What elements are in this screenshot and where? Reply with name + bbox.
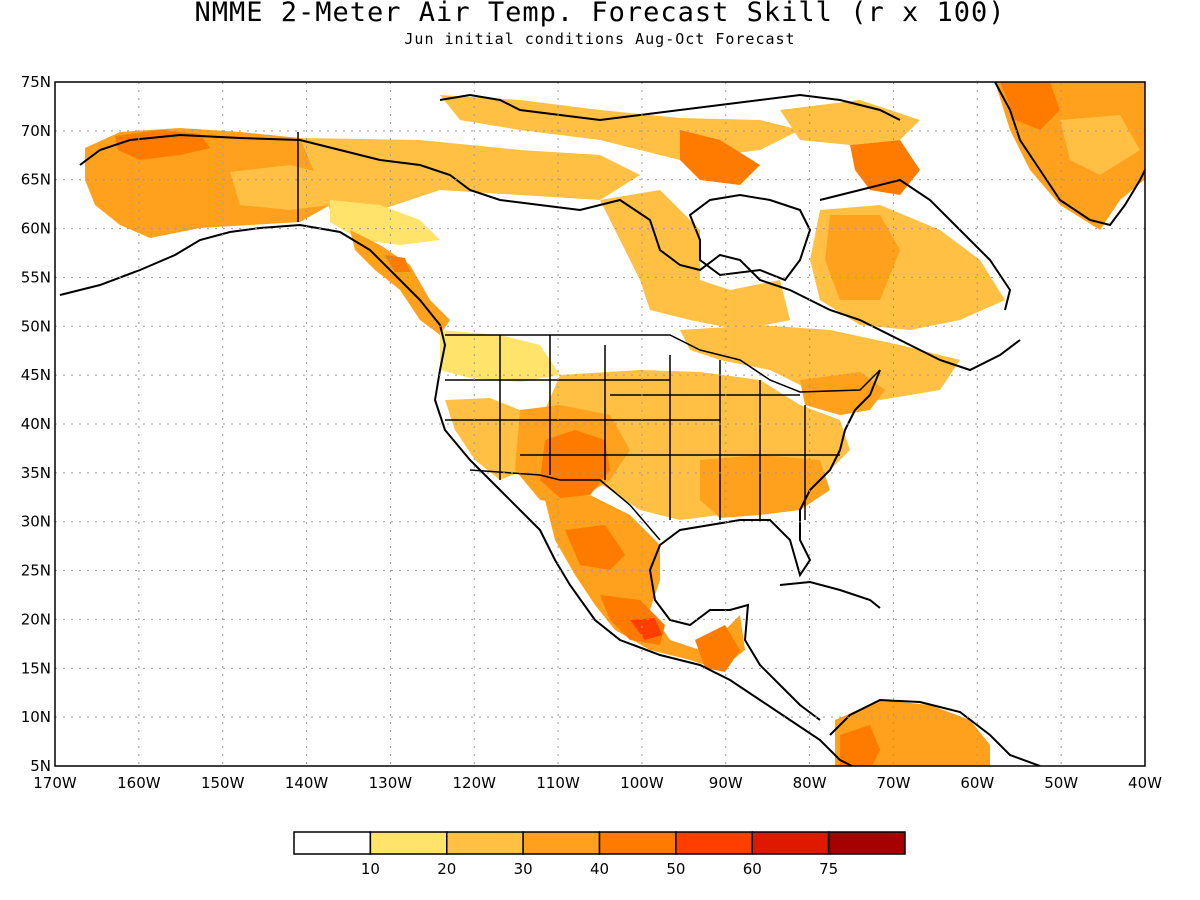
coastlines <box>59 82 1145 766</box>
legend-label: 40 <box>590 860 609 878</box>
latitude-labels: 75N 70N 65N 60N 55N 50N 45N 40N 35N 30N 25N 20N 15N 1… <box>21 73 51 775</box>
plot-frame <box>54 81 1146 767</box>
shade-alaska-north <box>115 130 210 160</box>
lon-label: 90W <box>709 774 743 792</box>
legend-label: 60 <box>743 860 762 878</box>
legend-label: 10 <box>361 860 380 878</box>
lat-label: 55N <box>21 268 51 286</box>
lon-label: 170W <box>33 774 77 792</box>
lon-label: 130W <box>369 774 413 792</box>
lon-label: 150W <box>201 774 245 792</box>
coast-baffin <box>819 178 1012 311</box>
shade-ontario <box>680 325 960 400</box>
skill-shading <box>85 82 1145 766</box>
lat-label: 15N <box>21 659 51 677</box>
lon-label: 50W <box>1044 774 1078 792</box>
lat-label: 60N <box>21 220 51 238</box>
border-states-2 <box>445 379 840 456</box>
legend-label: 20 <box>437 860 456 878</box>
coast-east-us <box>648 369 881 721</box>
legend-label: 75 <box>819 860 838 878</box>
coast-south-america <box>829 698 1041 766</box>
coast-cuba <box>779 580 881 609</box>
shade-mexico-red <box>630 618 662 640</box>
lat-label: 65N <box>21 171 51 189</box>
lat-label: 35N <box>21 464 51 482</box>
lon-label: 70W <box>877 774 911 792</box>
shade-quebec-mid <box>825 215 900 300</box>
shade-new-mexico <box>540 430 610 498</box>
lon-label: 110W <box>536 774 580 792</box>
legend-swatch <box>598 831 677 855</box>
shade-greenland-east <box>1000 82 1060 130</box>
lat-label: 5N <box>30 757 51 775</box>
map-subtitle: Jun initial conditions Aug-Oct Forecast <box>404 30 796 48</box>
map-title: NMME 2-Meter Air Temp. Forecast Skill (r… <box>194 0 1006 28</box>
border-us-mexico <box>469 469 661 541</box>
lon-label: 40W <box>1128 774 1162 792</box>
shade-central-america <box>695 625 740 672</box>
longitude-labels: 170W 160W 150W 140W 130W 120W 110W 100W 90W 80W 70… <box>33 774 1162 792</box>
shade-canada-north <box>300 138 640 210</box>
graticule <box>55 82 1145 766</box>
legend-swatch <box>675 831 753 855</box>
lon-label: 140W <box>285 774 329 792</box>
coast-arctic-islands <box>439 93 901 122</box>
shade-hudson-west <box>600 190 790 330</box>
color-legend: 10 20 30 40 50 60 75 <box>293 831 906 878</box>
lon-label: 100W <box>620 774 664 792</box>
lon-label: 120W <box>452 774 496 792</box>
shade-greenland-light <box>1060 115 1140 175</box>
lat-label: 20N <box>21 610 51 628</box>
lat-label: 30N <box>21 513 51 531</box>
shade-arctic-east <box>680 130 760 185</box>
border-us-canada <box>445 334 881 393</box>
lat-label: 25N <box>21 562 51 580</box>
legend-swatch <box>522 831 601 855</box>
coast-alaska <box>59 223 855 766</box>
lon-label: 60W <box>960 774 994 792</box>
coast-alaska-north <box>79 133 1021 372</box>
shade-alaska-light <box>230 165 330 210</box>
coast-hudson-bay <box>688 193 812 282</box>
legend-label: 50 <box>666 860 685 878</box>
shade-mexico-hot <box>565 525 625 570</box>
lat-label: 40N <box>21 415 51 433</box>
political-borders <box>297 132 881 541</box>
border-states-1 <box>499 335 806 520</box>
coast-greenland <box>994 82 1145 227</box>
lat-label: 45N <box>21 366 51 384</box>
shade-bc-hot <box>385 255 410 272</box>
lat-label: 70N <box>21 122 51 140</box>
legend-swatch <box>293 831 372 855</box>
shade-northeast-us <box>800 372 885 415</box>
lat-label: 10N <box>21 708 51 726</box>
lat-label: 75N <box>21 73 51 91</box>
shade-southeast-us <box>700 455 830 518</box>
lon-label: 80W <box>793 774 827 792</box>
lat-label: 50N <box>21 317 51 335</box>
legend-swatch <box>446 831 524 855</box>
legend-label: 30 <box>514 860 533 878</box>
lon-label: 160W <box>117 774 161 792</box>
legend-swatch <box>751 831 830 855</box>
legend-swatch <box>827 831 906 855</box>
shade-baffin-light <box>780 100 920 145</box>
legend-swatch <box>369 831 448 855</box>
shade-south-america-hot <box>840 725 880 766</box>
